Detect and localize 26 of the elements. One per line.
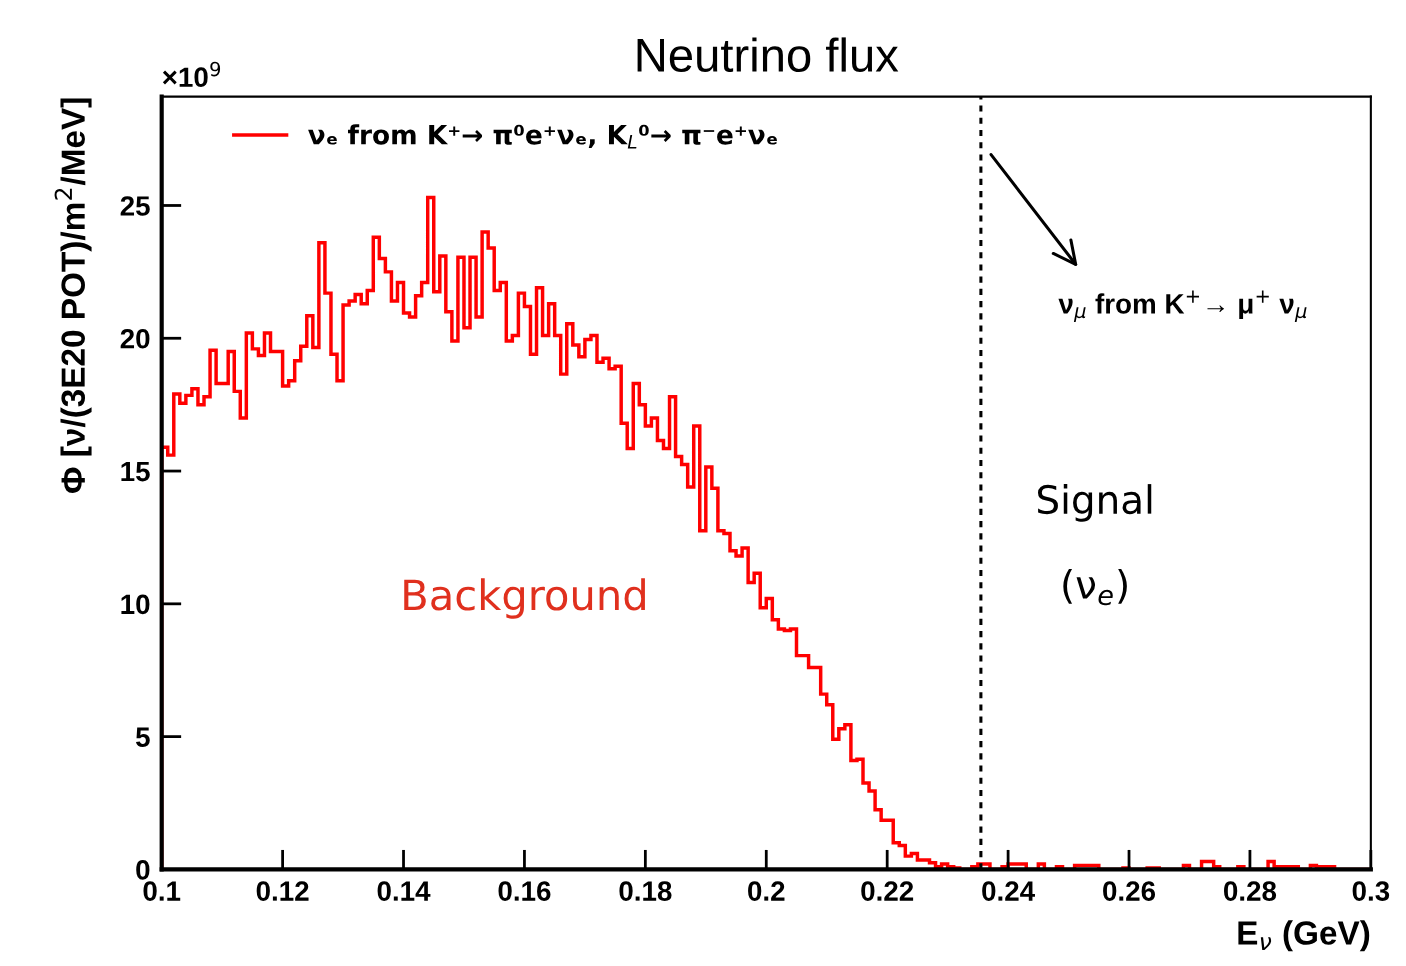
x-tick-label: 0.12: [256, 881, 309, 901]
x-tick-label: 0.3: [1352, 881, 1390, 901]
y-tick-label: 15: [121, 462, 150, 482]
x-tick-label: 0.26: [1103, 881, 1156, 901]
x-tick-label: 0.1: [143, 881, 181, 901]
annotation: Signal: [1037, 484, 1152, 522]
x-tick-label: 0.24: [982, 881, 1035, 901]
chart-title: Neutrino flux: [637, 37, 899, 73]
y-axis-title: Φ [ν/(3E20 POT)/m$^{2}$/MeV]: [54, 98, 92, 493]
x-tick-label: 0.16: [498, 881, 551, 901]
x-tick-label: 0.2: [748, 881, 785, 901]
annotation: ν$_{μ}$ from K$^{+}$→ μ$^{+}$ ν$_{μ}$: [1058, 290, 1307, 322]
y-tick-label: 10: [121, 594, 150, 615]
x-axis-title: E$_{ν}$ (GeV): [1238, 920, 1370, 952]
y-tick-label: 5: [135, 727, 150, 747]
text: ×10$^{9}$: [162, 61, 221, 88]
annotation: Background: [404, 578, 645, 619]
x-tick-label: 0.22: [861, 881, 914, 901]
x-tick-label: 0.18: [619, 881, 672, 901]
y-tick-label: 20: [120, 328, 150, 349]
x-tick-label: 0.14: [377, 881, 431, 901]
x-tick-label: 0.28: [1224, 881, 1277, 901]
annotation: (ν$_{e}$): [1063, 569, 1127, 606]
legend-label: νₑ from K⁺→ π⁰e⁺νₑ, K$_{L}$⁰→ π⁻e⁺νₑ: [308, 124, 777, 149]
y-tick-label: 25: [120, 196, 150, 216]
y-tick-label: 0: [136, 860, 150, 880]
